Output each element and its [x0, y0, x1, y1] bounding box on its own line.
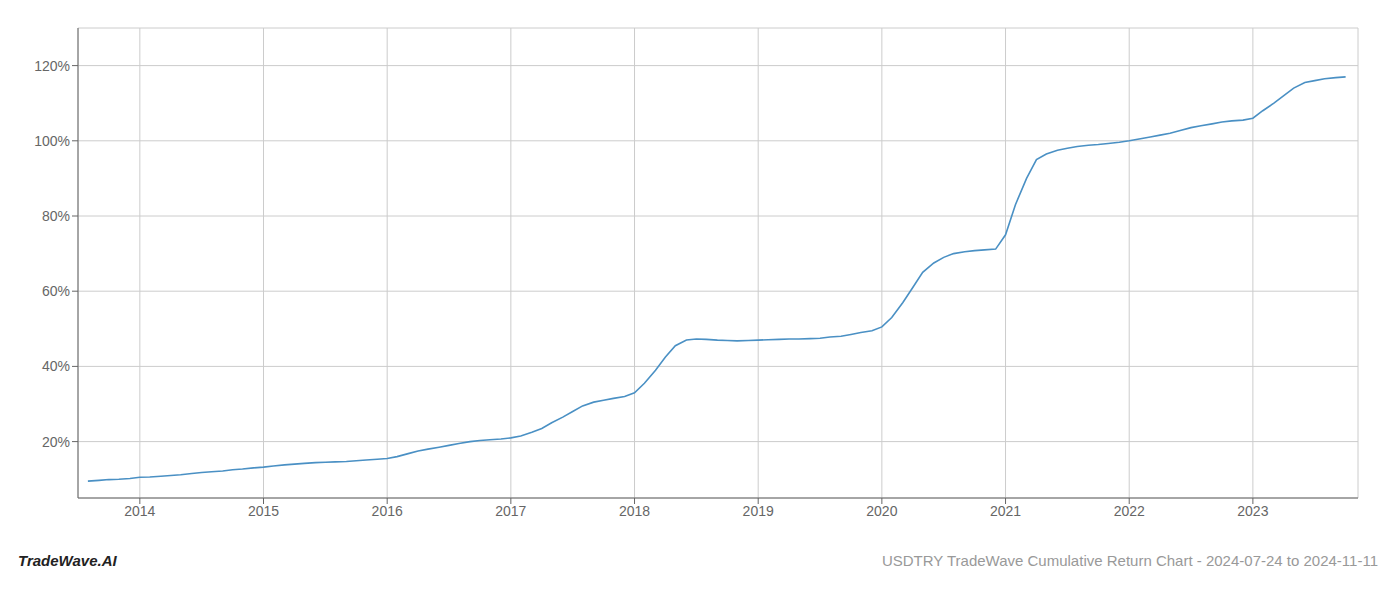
svg-text:120%: 120% — [34, 58, 70, 74]
svg-text:20%: 20% — [42, 434, 70, 450]
svg-text:2023: 2023 — [1237, 503, 1268, 519]
svg-text:2016: 2016 — [372, 503, 403, 519]
svg-text:2020: 2020 — [866, 503, 897, 519]
svg-text:100%: 100% — [34, 133, 70, 149]
svg-text:2019: 2019 — [743, 503, 774, 519]
svg-text:2015: 2015 — [248, 503, 279, 519]
html-text:TradeWave.AI: TradeWave.AI — [18, 552, 117, 569]
html-text:USDTRY TradeWave Cumulative Re: USDTRY TradeWave Cumulative Return Chart… — [881, 552, 1378, 569]
svg-text:2014: 2014 — [124, 503, 155, 519]
svg-text:2022: 2022 — [1114, 503, 1145, 519]
svg-text:40%: 40% — [42, 358, 70, 374]
svg-text:60%: 60% — [42, 283, 70, 299]
svg-text:80%: 80% — [42, 208, 70, 224]
svg-text:2017: 2017 — [495, 503, 526, 519]
svg-text:2018: 2018 — [619, 503, 650, 519]
svg-text:2021: 2021 — [990, 503, 1021, 519]
